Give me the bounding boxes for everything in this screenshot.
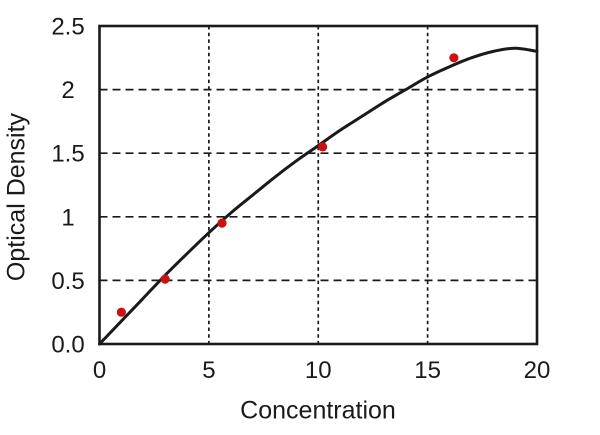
y-axis-title: Optical Density bbox=[2, 112, 31, 282]
x-axis-title: Concentration bbox=[240, 396, 396, 425]
measured-points-4 bbox=[318, 142, 328, 152]
x-tick-label-15: 15 bbox=[414, 357, 441, 384]
plot-border bbox=[98, 24, 539, 346]
y-tick-label-1.5: 1.5 bbox=[51, 141, 84, 168]
measured-points-5 bbox=[449, 53, 459, 63]
measured-points-2 bbox=[160, 274, 170, 284]
x-tick-label-5: 5 bbox=[202, 357, 215, 384]
y-tick-label-1: 1 bbox=[61, 204, 74, 231]
y-tick-label-2: 2 bbox=[61, 77, 74, 104]
measured-points-1 bbox=[116, 307, 126, 317]
measured-points-3 bbox=[217, 218, 227, 228]
y-tick-label-0.5: 0.5 bbox=[51, 268, 84, 295]
y-tick-label-2.5: 2.5 bbox=[51, 14, 84, 41]
x-tick-label-10: 10 bbox=[305, 357, 332, 384]
y-tick-label-0.0: 0.0 bbox=[51, 332, 84, 359]
x-tick-label-20: 20 bbox=[524, 357, 551, 384]
x-tick-label-0: 0 bbox=[93, 357, 106, 384]
